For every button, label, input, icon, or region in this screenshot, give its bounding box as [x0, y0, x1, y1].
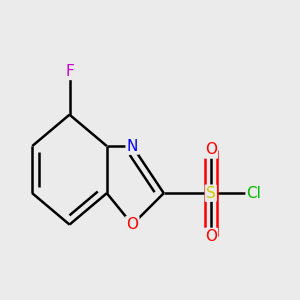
Text: Cl: Cl	[247, 186, 262, 201]
Text: N: N	[127, 139, 138, 154]
Text: S: S	[206, 186, 216, 201]
Text: O: O	[205, 229, 217, 244]
Text: F: F	[65, 64, 74, 79]
Text: O: O	[126, 217, 138, 232]
Text: O: O	[205, 142, 217, 158]
